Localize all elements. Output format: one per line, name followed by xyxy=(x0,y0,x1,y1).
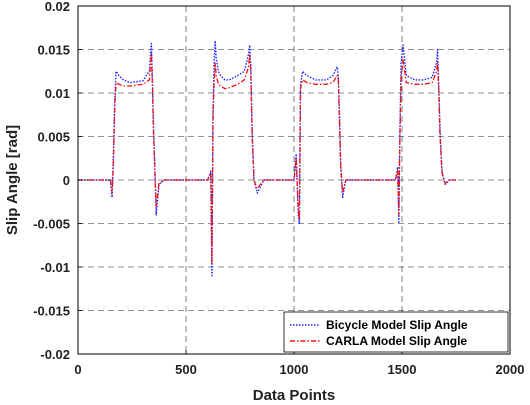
y-tick-label: -0.015 xyxy=(33,304,70,319)
x-tick-labels: 0 500 1000 1500 2000 xyxy=(74,362,524,377)
y-tick-labels: -0.02 -0.015 -0.01 -0.005 0 0.005 0.01 0.015 0.0… xyxy=(33,0,70,362)
x-tick-label: 500 xyxy=(175,362,197,377)
series-line-carla xyxy=(78,53,456,264)
legend-label-carla: CARLA Model Slip Angle xyxy=(326,334,467,348)
x-tick-label: 1500 xyxy=(388,362,417,377)
legend-label-bicycle: Bicycle Model Slip Angle xyxy=(326,318,468,332)
y-tick-label: 0 xyxy=(63,173,70,188)
series-line-bicycle xyxy=(78,40,456,277)
y-tick-label: 0.005 xyxy=(37,130,70,145)
x-tick-label: 0 xyxy=(74,362,81,377)
x-axis-label: Data Points xyxy=(253,387,336,404)
y-tick-label: -0.01 xyxy=(40,260,70,275)
legend: Bicycle Model Slip Angle CARLA Model Sli… xyxy=(283,311,509,353)
y-tick-label: 0.015 xyxy=(37,43,70,58)
y-tick-label: 0.02 xyxy=(45,0,70,14)
y-tick-label: -0.005 xyxy=(33,217,70,232)
y-tick-label: 0.01 xyxy=(45,86,70,101)
y-axis-label: Slip Angle [rad] xyxy=(4,125,21,235)
x-tick-label: 1000 xyxy=(280,362,309,377)
legend-box xyxy=(283,311,509,353)
y-tick-label: -0.02 xyxy=(40,347,70,362)
plot-series xyxy=(78,40,456,277)
x-tick-label: 2000 xyxy=(496,362,525,377)
